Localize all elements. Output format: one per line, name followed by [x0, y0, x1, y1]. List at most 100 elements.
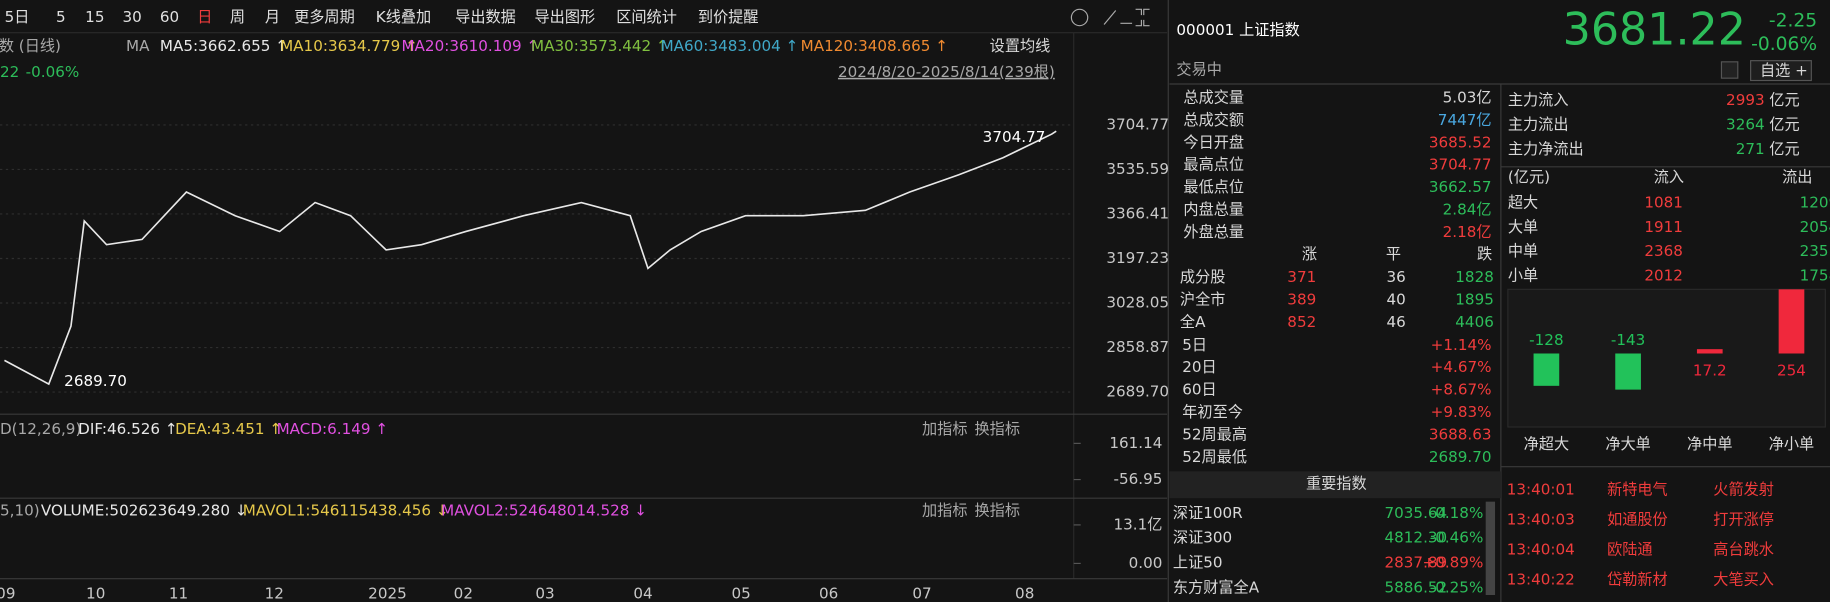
section-title: 重要指数 [1306, 475, 1367, 493]
breadth-header: 涨 [1302, 245, 1317, 263]
draw-icon[interactable] [1103, 10, 1133, 25]
perf-value: +1.14% [1431, 336, 1492, 354]
index-pct: -0.18% [1430, 504, 1484, 522]
x-tick-label: 02 [454, 584, 473, 602]
x-tick-label: 11 [169, 584, 188, 602]
breadth-header: 平 [1386, 245, 1401, 263]
price: 3681.22 [1563, 5, 1746, 56]
flow-row-label: 小单 [1508, 266, 1538, 284]
menu-icon[interactable] [1070, 8, 1089, 27]
flow-value: 3264 [1726, 115, 1765, 133]
flow-header: 流出 [1782, 168, 1812, 186]
watch-label[interactable]: 自选 + [1760, 62, 1808, 80]
perf-value: 3688.63 [1429, 425, 1492, 443]
news-stock[interactable]: 岱勒新材 [1607, 570, 1668, 588]
bar [1778, 289, 1805, 354]
toolbar-item[interactable]: 30 [123, 8, 142, 26]
stat-value: 7447亿 [1438, 111, 1492, 129]
scrollbar[interactable] [1485, 501, 1496, 595]
flow-in: 1911 [1644, 218, 1683, 236]
news-time: 13:40:04 [1507, 540, 1575, 558]
toolbar-item[interactable]: 区间统计 [616, 8, 677, 26]
ma-settings[interactable]: 设置均线 [990, 37, 1051, 55]
flow-header: 流入 [1654, 168, 1684, 186]
flow-row-label: 超大 [1508, 194, 1538, 212]
ma-label: MA30:3573.442 ↑ [531, 37, 669, 55]
last-pct: -0.06% [26, 63, 80, 81]
bar [1533, 353, 1560, 386]
stat-label: 今日开盘 [1183, 133, 1244, 151]
y-tick-label: 3535.59 [1106, 160, 1169, 178]
index-value: 5886.52 [1384, 578, 1447, 596]
stat-label: 最低点位 [1183, 178, 1244, 196]
bar [1696, 349, 1723, 354]
bar-value-label: 17.2 [1693, 362, 1727, 380]
toolbar-item[interactable]: 到价提醒 [698, 8, 759, 26]
perf-label: 52周最高 [1182, 425, 1247, 443]
index-name[interactable]: 上证50 [1173, 554, 1223, 572]
y-tick-label: 13.1亿 [1114, 515, 1163, 533]
breadth-up: 371 [1287, 268, 1316, 286]
x-tick-label: 09 [0, 584, 15, 602]
perf-value: +8.67% [1431, 381, 1492, 399]
toolbar-item[interactable]: 5日 [5, 8, 30, 26]
chart-name: 指数 (日线) [0, 37, 61, 55]
index-value: 7035.64 [1384, 504, 1447, 522]
news-stock[interactable]: 如通股份 [1607, 510, 1668, 528]
x-tick-label: 12 [265, 584, 284, 602]
index-name[interactable]: 东方财富全A [1173, 578, 1260, 596]
x-tick-label: 04 [633, 584, 652, 602]
news-time: 13:40:22 [1507, 570, 1575, 588]
alert-icon[interactable] [1720, 61, 1739, 79]
add-indicator[interactable]: 加指标 [922, 420, 967, 438]
swap-indicator[interactable]: 换指标 [975, 420, 1020, 438]
ma-label: MA120:3408.665 ↑ [801, 37, 948, 55]
flow-unit: 亿元 [1769, 91, 1799, 109]
x-tick-label: 06 [819, 584, 838, 602]
fullscreen-icon[interactable] [1135, 8, 1150, 27]
breadth-flat: 46 [1387, 313, 1406, 331]
breadth-down: 1895 [1455, 291, 1494, 309]
news-stock[interactable]: 新特电气 [1607, 481, 1668, 499]
news-time: 13:40:03 [1507, 510, 1575, 528]
pane-title: 5,10) [0, 502, 40, 520]
perf-value: +4.67% [1431, 358, 1492, 376]
stat-label: 内盘总量 [1183, 201, 1244, 219]
watch-button[interactable] [1750, 60, 1812, 82]
toolbar-item[interactable]: 周 [230, 8, 245, 26]
perf-label: 52周最低 [1182, 448, 1247, 466]
date-range: 2024/8/20-2025/8/14(239根) [838, 63, 1055, 81]
high-annotation: 3704.77 [983, 128, 1046, 146]
flow-unit: 亿元 [1769, 140, 1799, 158]
toolbar-item[interactable]: 月 [265, 8, 280, 26]
toolbar-item[interactable]: 5 [56, 8, 66, 26]
toolbar-item[interactable]: 导出数据 [455, 8, 516, 26]
ma-label: MA60:3483.004 ↑ [661, 37, 799, 55]
y-tick-label: -56.95 [1114, 470, 1163, 488]
toolbar-item[interactable]: 60 [160, 8, 179, 26]
add-indicator[interactable]: 加指标 [922, 502, 967, 520]
toolbar-item[interactable]: K线叠加 [376, 8, 431, 26]
flow-header: (亿元) [1508, 168, 1550, 186]
stat-value: 3685.52 [1429, 133, 1492, 151]
breadth-flat: 40 [1387, 291, 1406, 309]
flow-row-label: 大单 [1508, 218, 1538, 236]
toolbar-item[interactable]: 更多周期 [294, 8, 355, 26]
status: 交易中 [1176, 61, 1221, 79]
toolbar-item[interactable]: 日 [197, 8, 212, 26]
breadth-label: 沪全市 [1180, 291, 1225, 309]
pane-title: D(12,26,9) [0, 420, 81, 438]
index-pct: -0.46% [1430, 529, 1484, 547]
index-name[interactable]: 深证100R [1173, 504, 1243, 522]
news-stock[interactable]: 欧陆通 [1607, 540, 1652, 558]
flow-out: 2054 [1800, 218, 1830, 236]
flow-value: 2993 [1726, 91, 1765, 109]
stat-label: 总成交额 [1183, 111, 1244, 129]
x-tick-label: 07 [912, 584, 931, 602]
index-name[interactable]: 深证300 [1173, 529, 1232, 547]
toolbar-item[interactable]: 15 [85, 8, 104, 26]
toolbar-item[interactable]: 导出图形 [535, 8, 596, 26]
swap-indicator[interactable]: 换指标 [975, 502, 1020, 520]
y-tick-label: 3366.41 [1106, 204, 1169, 222]
